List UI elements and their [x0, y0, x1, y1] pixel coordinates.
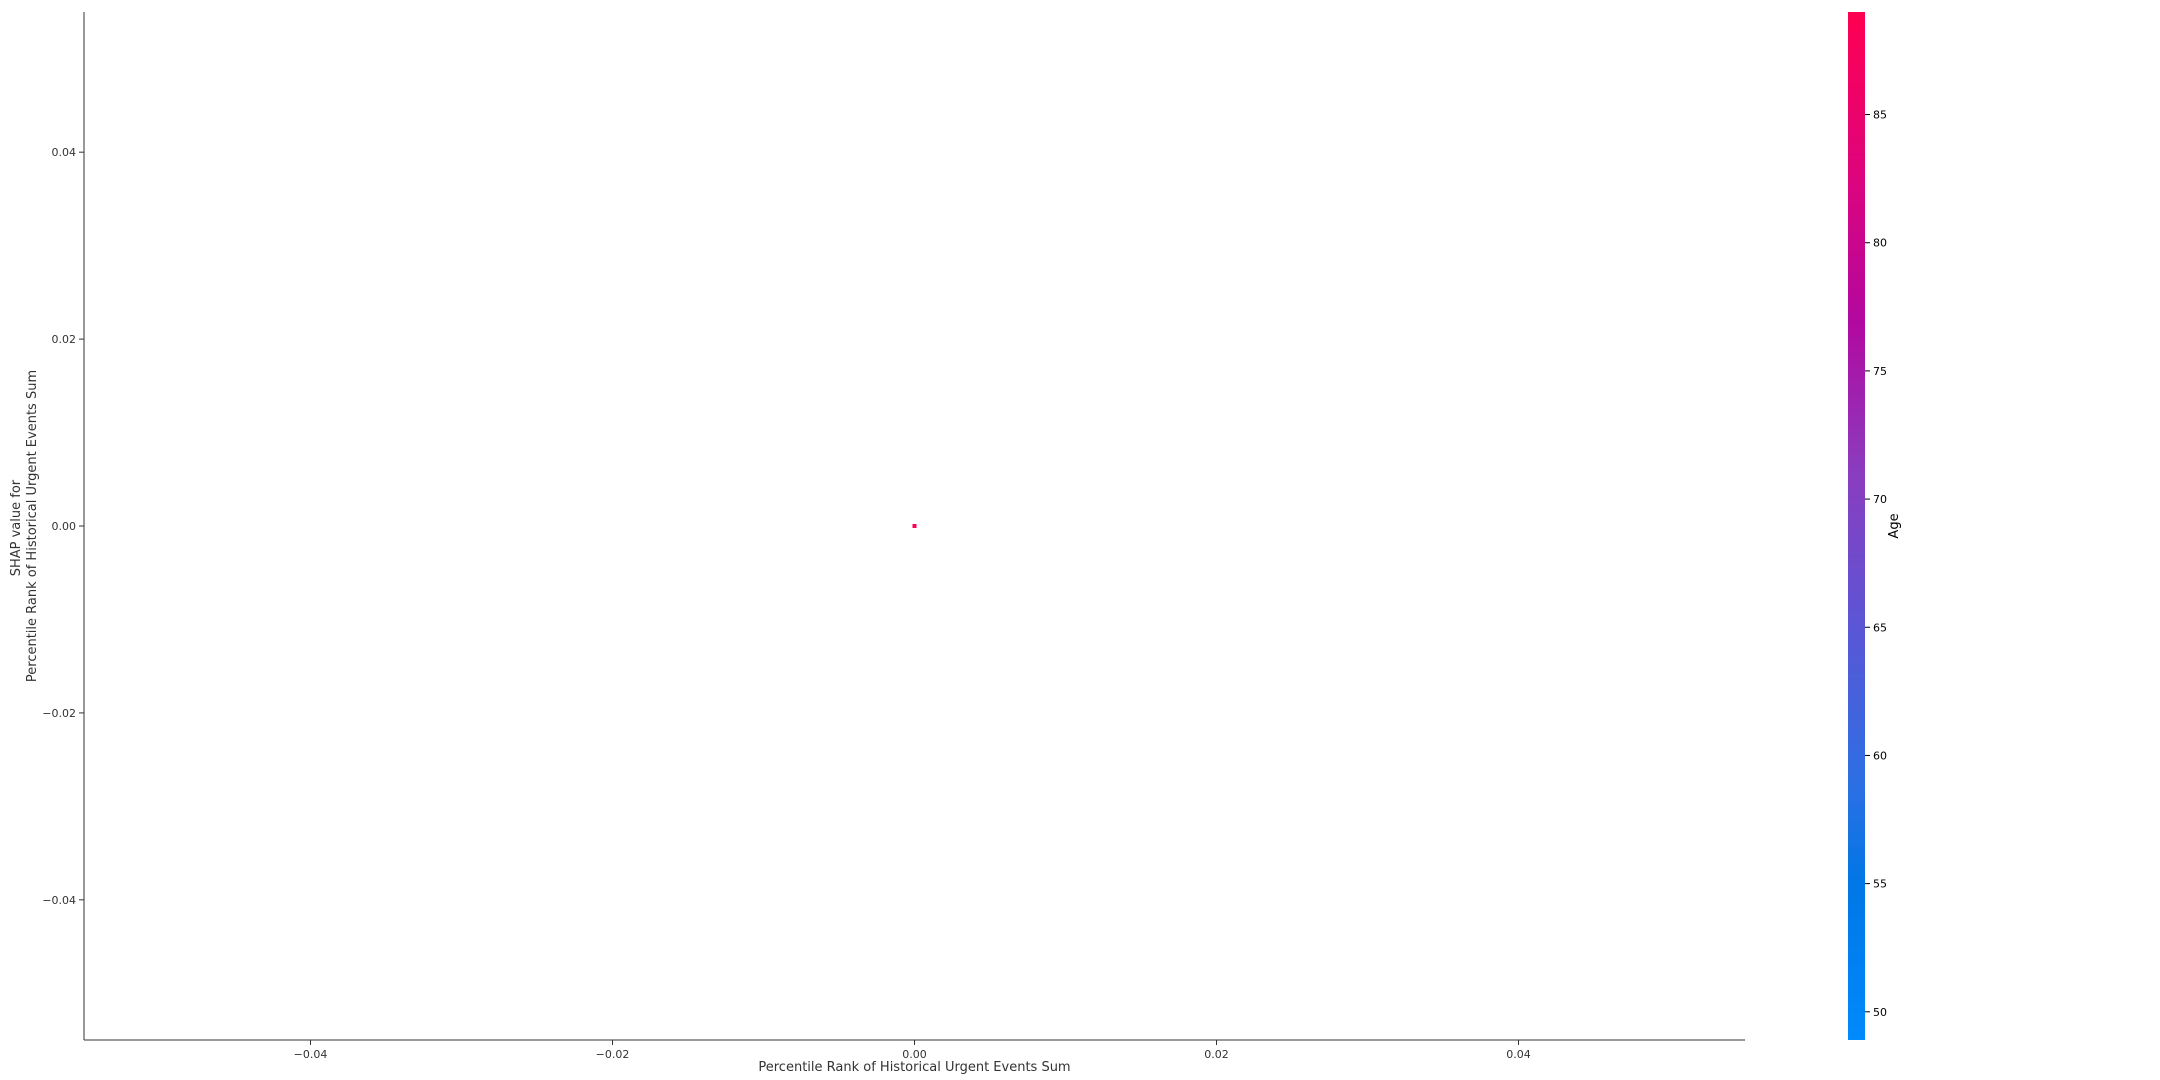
y-tick-label: −0.04	[42, 894, 76, 907]
colorbar-tick-label: 55	[1873, 878, 1887, 891]
x-axis-label: Percentile Rank of Historical Urgent Eve…	[758, 1060, 1070, 1075]
y-tick-label: −0.02	[42, 707, 76, 720]
data-point	[912, 524, 917, 528]
colorbar-tick-label: 75	[1873, 365, 1887, 378]
colorbar-tick-label: 80	[1873, 237, 1887, 250]
y-tick-label: 0.02	[52, 333, 77, 346]
colorbar-ticks: 85 80 75 70 65 60 55 50	[1865, 109, 1887, 1019]
x-tick-label: 0.02	[1204, 1048, 1229, 1061]
colorbar-tick-label: 65	[1873, 621, 1887, 634]
x-axis-ticks: −0.04 −0.02 0.00 0.02 0.04	[294, 1040, 1531, 1061]
y-axis-label: SHAP value for Percentile Rank of Histor…	[9, 370, 40, 682]
plot-area: −0.04 −0.02 0.00 0.02 0.04 0.04 0.02 0.00 −0.02…	[42, 12, 1745, 1061]
x-tick-label: 0.00	[902, 1048, 927, 1061]
x-tick-label: −0.02	[596, 1048, 630, 1061]
colorbar-tick-label: 85	[1873, 109, 1887, 122]
data-points	[912, 524, 917, 528]
colorbar: 85 80 75 70 65 60 55 50 Age	[1848, 12, 1902, 1040]
x-tick-label: −0.04	[294, 1048, 328, 1061]
colorbar-tick-label: 70	[1873, 493, 1887, 506]
colorbar-gradient	[1848, 12, 1865, 1040]
y-tick-label: 0.00	[52, 520, 77, 533]
colorbar-tick-label: 50	[1873, 1006, 1887, 1019]
y-tick-label: 0.04	[52, 146, 77, 159]
colorbar-tick-label: 60	[1873, 749, 1887, 762]
colorbar-label: Age	[1887, 513, 1902, 538]
y-axis-label-line-2: Percentile Rank of Historical Urgent Eve…	[25, 370, 40, 682]
y-axis-label-line-1: SHAP value for	[9, 479, 24, 576]
x-tick-label: 0.04	[1506, 1048, 1531, 1061]
y-axis-ticks: 0.04 0.02 0.00 −0.02 −0.04	[42, 146, 84, 907]
